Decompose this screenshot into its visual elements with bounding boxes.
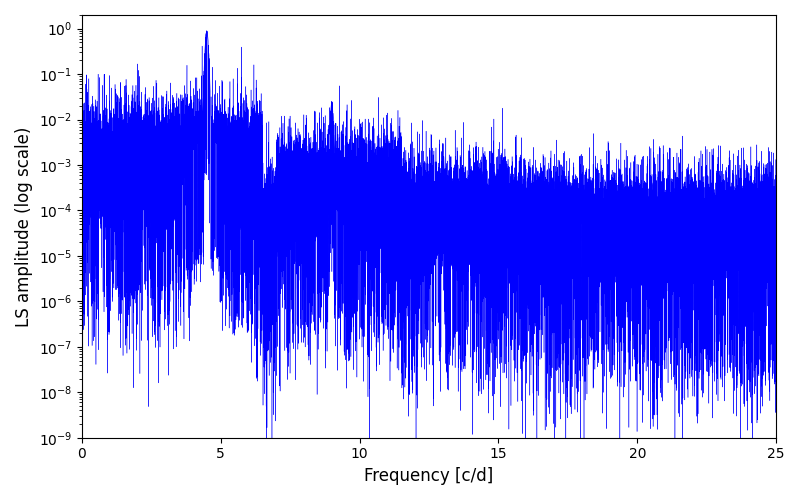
X-axis label: Frequency [c/d]: Frequency [c/d] bbox=[364, 467, 494, 485]
Y-axis label: LS amplitude (log scale): LS amplitude (log scale) bbox=[15, 126, 33, 326]
